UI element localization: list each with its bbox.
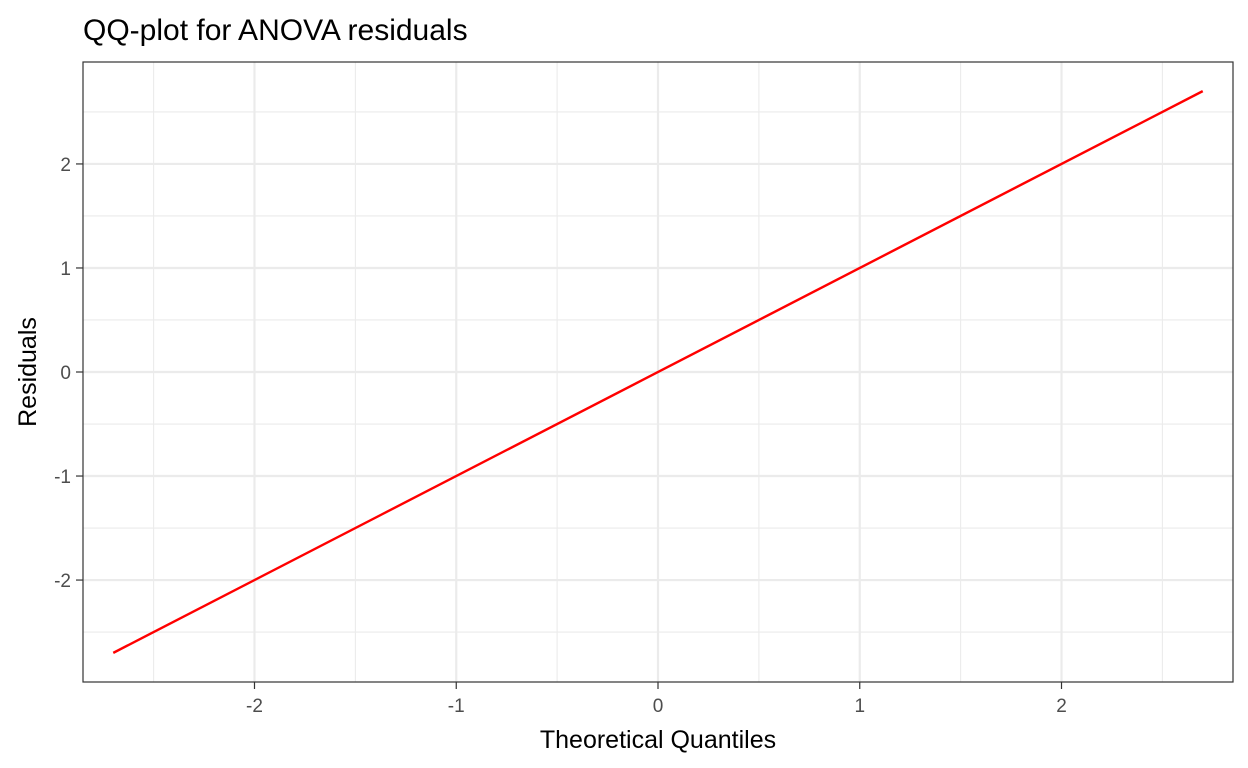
x-tick-label: -1: [448, 696, 465, 717]
series-layer: [112, 90, 1204, 654]
y-tick-label: 2: [60, 155, 71, 176]
qq-reference-line: [112, 90, 1204, 654]
x-tick-label: -2: [246, 696, 263, 717]
chart-title: QQ-plot for ANOVA residuals: [83, 14, 468, 47]
y-tick-label: 1: [60, 259, 71, 280]
grid-lines: [83, 62, 1233, 682]
x-tick-label: 1: [854, 696, 865, 717]
x-tick-label: 0: [653, 696, 664, 717]
x-axis: -2 -1 0 1 2: [246, 682, 1067, 717]
y-tick-label: -2: [54, 571, 71, 592]
y-tick-label: 0: [60, 363, 71, 384]
x-tick-label: 2: [1056, 696, 1067, 717]
x-axis-title: Theoretical Quantiles: [540, 726, 776, 754]
y-tick-label: -1: [54, 467, 71, 488]
y-axis: -2 -1 0 1 2: [54, 155, 83, 592]
y-axis-title: Residuals: [14, 317, 42, 427]
